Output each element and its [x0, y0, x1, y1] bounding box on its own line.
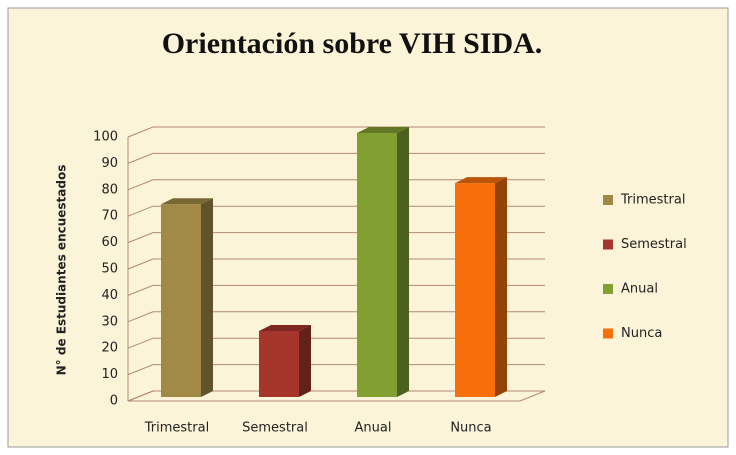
y-tick-label: 20 [101, 341, 118, 356]
bar-front [455, 183, 495, 397]
grid-line [127, 390, 545, 402]
bar-side [299, 325, 311, 397]
legend-swatch [603, 328, 613, 339]
grid-line [127, 337, 545, 349]
y-tick-label: 70 [101, 209, 118, 224]
x-tick-label: Anual [355, 421, 392, 436]
y-axis-label: N° de Estudiantes encuestados [55, 165, 69, 376]
x-tick-label: Nunca [450, 421, 491, 436]
bar [455, 177, 507, 397]
legend-label: Anual [621, 282, 658, 297]
bar-top [259, 325, 311, 331]
grid-line [127, 179, 545, 191]
bar-side [201, 198, 213, 397]
grid-line [127, 152, 545, 164]
bar-top [357, 127, 409, 133]
y-tick-label: 90 [101, 156, 118, 171]
bar-front [357, 133, 397, 397]
bar-side [397, 127, 409, 397]
y-tick-label: 100 [93, 130, 118, 145]
grid-line [127, 364, 545, 376]
y-tick-label: 40 [101, 288, 118, 303]
legend-swatch [603, 284, 613, 294]
bar-front [161, 204, 201, 397]
x-tick-label: Semestral [242, 421, 308, 436]
legend-label: Nunca [621, 326, 662, 341]
grid-line [127, 284, 545, 296]
y-tick-label: 30 [101, 314, 118, 329]
legend-label: Semestral [621, 237, 687, 252]
bar-side [495, 177, 507, 397]
legend-label: Trimestral [620, 193, 685, 208]
y-tick-label: 60 [101, 235, 118, 250]
y-tick-label: 10 [101, 367, 118, 382]
bar [259, 325, 311, 397]
chart-title: Orientación sobre VIH SIDA. [162, 27, 543, 60]
grid-line [127, 232, 545, 244]
grid-line [127, 126, 545, 138]
bar [161, 198, 213, 397]
legend-swatch [603, 195, 613, 205]
x-tick-label: Trimestral [144, 421, 209, 436]
y-tick-label: 50 [101, 262, 118, 277]
legend-swatch [603, 239, 613, 250]
y-tick-label: 80 [101, 182, 118, 197]
grid-line [127, 205, 545, 217]
grid-line [127, 258, 545, 270]
bar [357, 127, 409, 397]
grid-line [127, 311, 545, 323]
bar-front [259, 331, 299, 397]
bar-top [161, 198, 213, 205]
y-tick-label: 0 [110, 394, 118, 409]
bar-top [455, 177, 507, 184]
